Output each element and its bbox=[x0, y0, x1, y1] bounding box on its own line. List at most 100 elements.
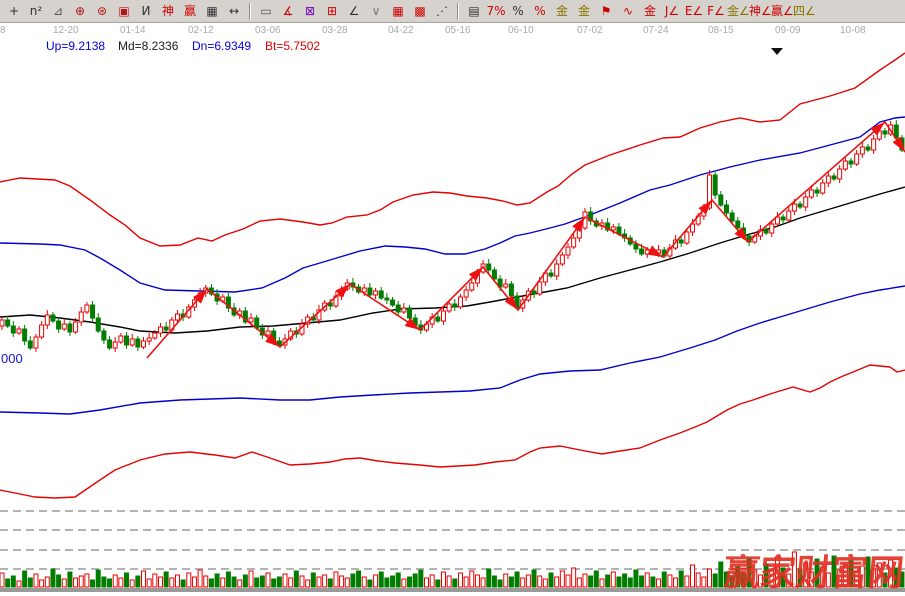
gold-circle-icon[interactable]: 金 bbox=[555, 3, 568, 18]
shen-tool-icon[interactable]: 神 bbox=[161, 3, 174, 18]
grid-arrow-icon[interactable]: ▩ bbox=[414, 3, 426, 18]
volume-gauge-icon[interactable]: ▤ bbox=[468, 3, 480, 18]
volume-bar bbox=[542, 578, 548, 588]
volume-bar bbox=[452, 578, 458, 588]
band-value-label: Up=9.2138 bbox=[46, 39, 106, 53]
volume-bar bbox=[56, 574, 62, 588]
candle-body bbox=[531, 290, 537, 295]
candle-body bbox=[508, 283, 514, 297]
candle-body bbox=[78, 311, 84, 323]
volume-bar bbox=[231, 576, 237, 588]
volume-bar bbox=[344, 577, 350, 588]
fan-box-icon[interactable]: ⊠ bbox=[304, 3, 316, 18]
bottom-red-band bbox=[0, 364, 905, 499]
volume-bar bbox=[667, 574, 673, 588]
volume-bar bbox=[831, 555, 837, 588]
volume-bar bbox=[525, 574, 531, 588]
candle-body bbox=[707, 174, 712, 209]
angle-ruler-icon[interactable]: ⊿ bbox=[52, 3, 64, 18]
volume-bar bbox=[740, 572, 746, 588]
crosshair-tool-icon[interactable]: + bbox=[8, 3, 20, 18]
square-of-nine-icon[interactable]: n² bbox=[29, 3, 43, 18]
fan-box-alt-icon[interactable]: ⊞ bbox=[326, 3, 338, 18]
zigzag-wave-icon[interactable]: И bbox=[141, 3, 151, 18]
candle-body bbox=[395, 304, 401, 313]
volume-bar bbox=[673, 577, 679, 588]
volume-bar bbox=[837, 569, 843, 588]
candle-body bbox=[440, 310, 446, 322]
volume-bar bbox=[146, 578, 152, 588]
volume-bar bbox=[548, 572, 554, 588]
rect-select-icon[interactable]: ▭ bbox=[260, 3, 272, 18]
volume-bar bbox=[367, 579, 373, 588]
parallel-lines-icon[interactable]: ⋰ bbox=[436, 3, 448, 18]
date-axis-label: 07-02 bbox=[577, 25, 603, 36]
volume-bar bbox=[242, 574, 248, 588]
trend-line-icon[interactable]: ∠ bbox=[348, 3, 360, 18]
volume-bar bbox=[220, 577, 226, 588]
gold-lines-icon[interactable]: 金 bbox=[577, 3, 590, 18]
grid-red-icon[interactable]: ▦ bbox=[392, 3, 404, 18]
candle-body bbox=[735, 220, 741, 229]
volume-bar bbox=[882, 572, 888, 588]
swing-arrowhead bbox=[468, 267, 483, 282]
shen-angle-icon[interactable]: 神∠ bbox=[749, 3, 771, 18]
f-angle-icon[interactable]: F∠ bbox=[707, 3, 725, 18]
date-axis-label: 02-12 bbox=[188, 25, 214, 36]
candle-body bbox=[763, 229, 769, 234]
candle-body bbox=[803, 196, 809, 208]
candle-body bbox=[118, 335, 124, 343]
candle-body bbox=[605, 222, 611, 231]
ying-angle-icon[interactable]: 赢∠ bbox=[771, 3, 793, 18]
brush-flag-icon[interactable]: ⚑ bbox=[600, 3, 612, 18]
volume-bar bbox=[599, 578, 605, 588]
volume-bar bbox=[197, 569, 203, 588]
gold-angle-icon[interactable]: 金∠ bbox=[727, 3, 749, 18]
v-bottom-icon[interactable]: ∨ bbox=[371, 3, 381, 18]
width-measure-icon[interactable]: ↔ bbox=[228, 3, 240, 18]
volume-bar bbox=[390, 575, 396, 588]
swing-arrowhead bbox=[504, 295, 518, 310]
candle-body bbox=[67, 323, 73, 333]
percent-line-icon[interactable]: % bbox=[534, 3, 546, 18]
yingjia-tool-icon[interactable]: 赢 bbox=[183, 3, 196, 18]
candle-body bbox=[95, 317, 101, 332]
volume-bar bbox=[644, 572, 650, 588]
candle-body bbox=[842, 160, 848, 170]
volume-bar bbox=[825, 572, 831, 588]
volume-bar bbox=[180, 579, 186, 588]
percent-retrace-icon[interactable]: 7% bbox=[486, 3, 506, 18]
chevron-down-icon[interactable] bbox=[771, 48, 783, 55]
volume-bar bbox=[588, 575, 594, 588]
candle-body bbox=[73, 321, 79, 333]
volume-bar bbox=[899, 571, 905, 588]
gann-fan-icon[interactable]: ∡ bbox=[282, 3, 294, 18]
square-spiral-icon[interactable]: ▣ bbox=[118, 3, 130, 18]
date-axis-label: 03-28 bbox=[322, 25, 348, 36]
gann-circle-icon[interactable]: ⊕ bbox=[74, 3, 86, 18]
four-angle-icon[interactable]: 四∠ bbox=[793, 3, 815, 18]
e-angle-icon[interactable]: E∠ bbox=[684, 3, 704, 18]
candle-body bbox=[814, 189, 820, 194]
volume-bar bbox=[135, 575, 141, 588]
volume-bar bbox=[248, 570, 254, 588]
spider-web-icon[interactable]: ⊛ bbox=[96, 3, 108, 18]
percent-icon[interactable]: % bbox=[512, 3, 524, 18]
volume-bar bbox=[486, 568, 492, 588]
j-angle-icon[interactable]: J∠ bbox=[664, 3, 680, 18]
volume-bar bbox=[622, 573, 628, 588]
wave-channel-icon[interactable]: ∿ bbox=[622, 3, 634, 18]
candle-body bbox=[378, 290, 384, 299]
volume-bar bbox=[610, 571, 616, 588]
candle-body bbox=[859, 146, 865, 155]
candle-body bbox=[373, 290, 379, 296]
candle-body bbox=[0, 319, 5, 327]
volume-bar bbox=[786, 573, 792, 588]
measure-grid-icon[interactable]: ▦ bbox=[206, 3, 218, 18]
candle-body bbox=[548, 272, 554, 277]
gold-underline-icon[interactable]: 金 bbox=[643, 3, 656, 18]
volume-bar bbox=[356, 570, 362, 588]
volume-bar bbox=[684, 575, 690, 588]
candle-body bbox=[44, 314, 50, 326]
